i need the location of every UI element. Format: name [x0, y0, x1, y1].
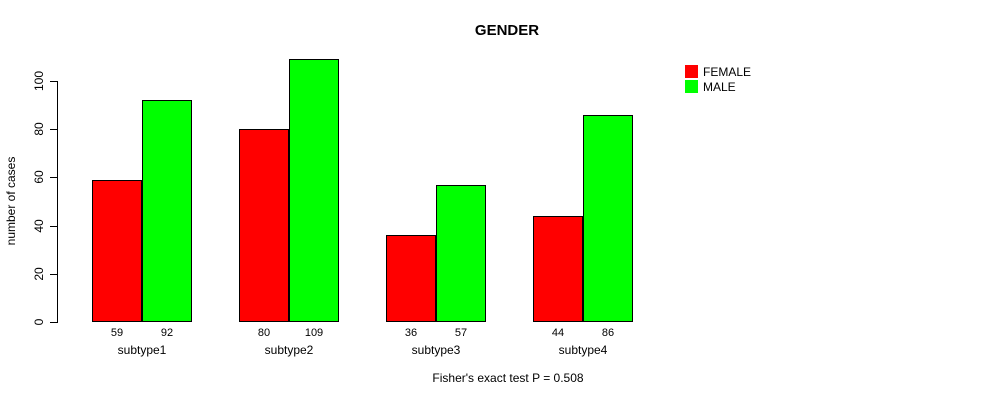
bar-male-subtype2 [289, 59, 339, 322]
y-tick-mark [50, 129, 57, 131]
bar-male-subtype4 [583, 115, 633, 322]
category-label-subtype1: subtype1 [117, 343, 167, 357]
y-tick-mark [50, 81, 57, 82]
bar-value-label: 92 [160, 327, 174, 339]
bar-value-label: 59 [110, 327, 124, 339]
bar-female-subtype2 [239, 129, 289, 322]
y-tick-label: 100 [32, 70, 46, 92]
legend-label: FEMALE [703, 64, 752, 79]
y-tick-mark [50, 322, 57, 323]
y-tick-mark [50, 177, 57, 179]
bar-value-label: 44 [551, 327, 565, 339]
legend: FEMALE MALE [685, 64, 752, 94]
y-tick-mark [50, 225, 57, 227]
y-tick-mark [50, 273, 57, 275]
legend-item-female: FEMALE [685, 64, 752, 79]
bar-female-subtype4 [533, 216, 583, 322]
legend-swatch-female [685, 65, 698, 78]
bar-value-label: 109 [304, 327, 324, 339]
bar-value-label: 80 [257, 327, 271, 339]
bar-value-label: 57 [454, 327, 468, 339]
legend-swatch-male [685, 80, 698, 93]
legend-item-male: MALE [685, 79, 751, 94]
bar-value-label: 36 [404, 327, 418, 339]
y-tick-label: 60 [32, 170, 46, 185]
y-tick-label: 80 [32, 122, 46, 136]
category-label-subtype2: subtype2 [264, 343, 314, 357]
category-label-subtype4: subtype4 [558, 343, 608, 357]
bar-value-label: 86 [601, 327, 615, 339]
y-tick-label: 40 [32, 218, 46, 233]
legend-label: MALE [703, 79, 736, 94]
chart-title: GENDER [474, 22, 540, 39]
y-tick-label: 20 [32, 267, 46, 281]
y-axis-line [57, 81, 58, 323]
bar-male-subtype3 [436, 185, 486, 322]
y-axis-label: number of cases [4, 156, 18, 246]
bar-female-subtype3 [386, 235, 436, 322]
bar-male-subtype1 [142, 100, 192, 322]
category-label-subtype3: subtype3 [411, 343, 461, 357]
y-tick-label: 0 [32, 318, 46, 326]
fisher-test-annotation: Fisher's exact test P = 0.508 [432, 371, 584, 385]
bar-female-subtype1 [92, 180, 142, 322]
